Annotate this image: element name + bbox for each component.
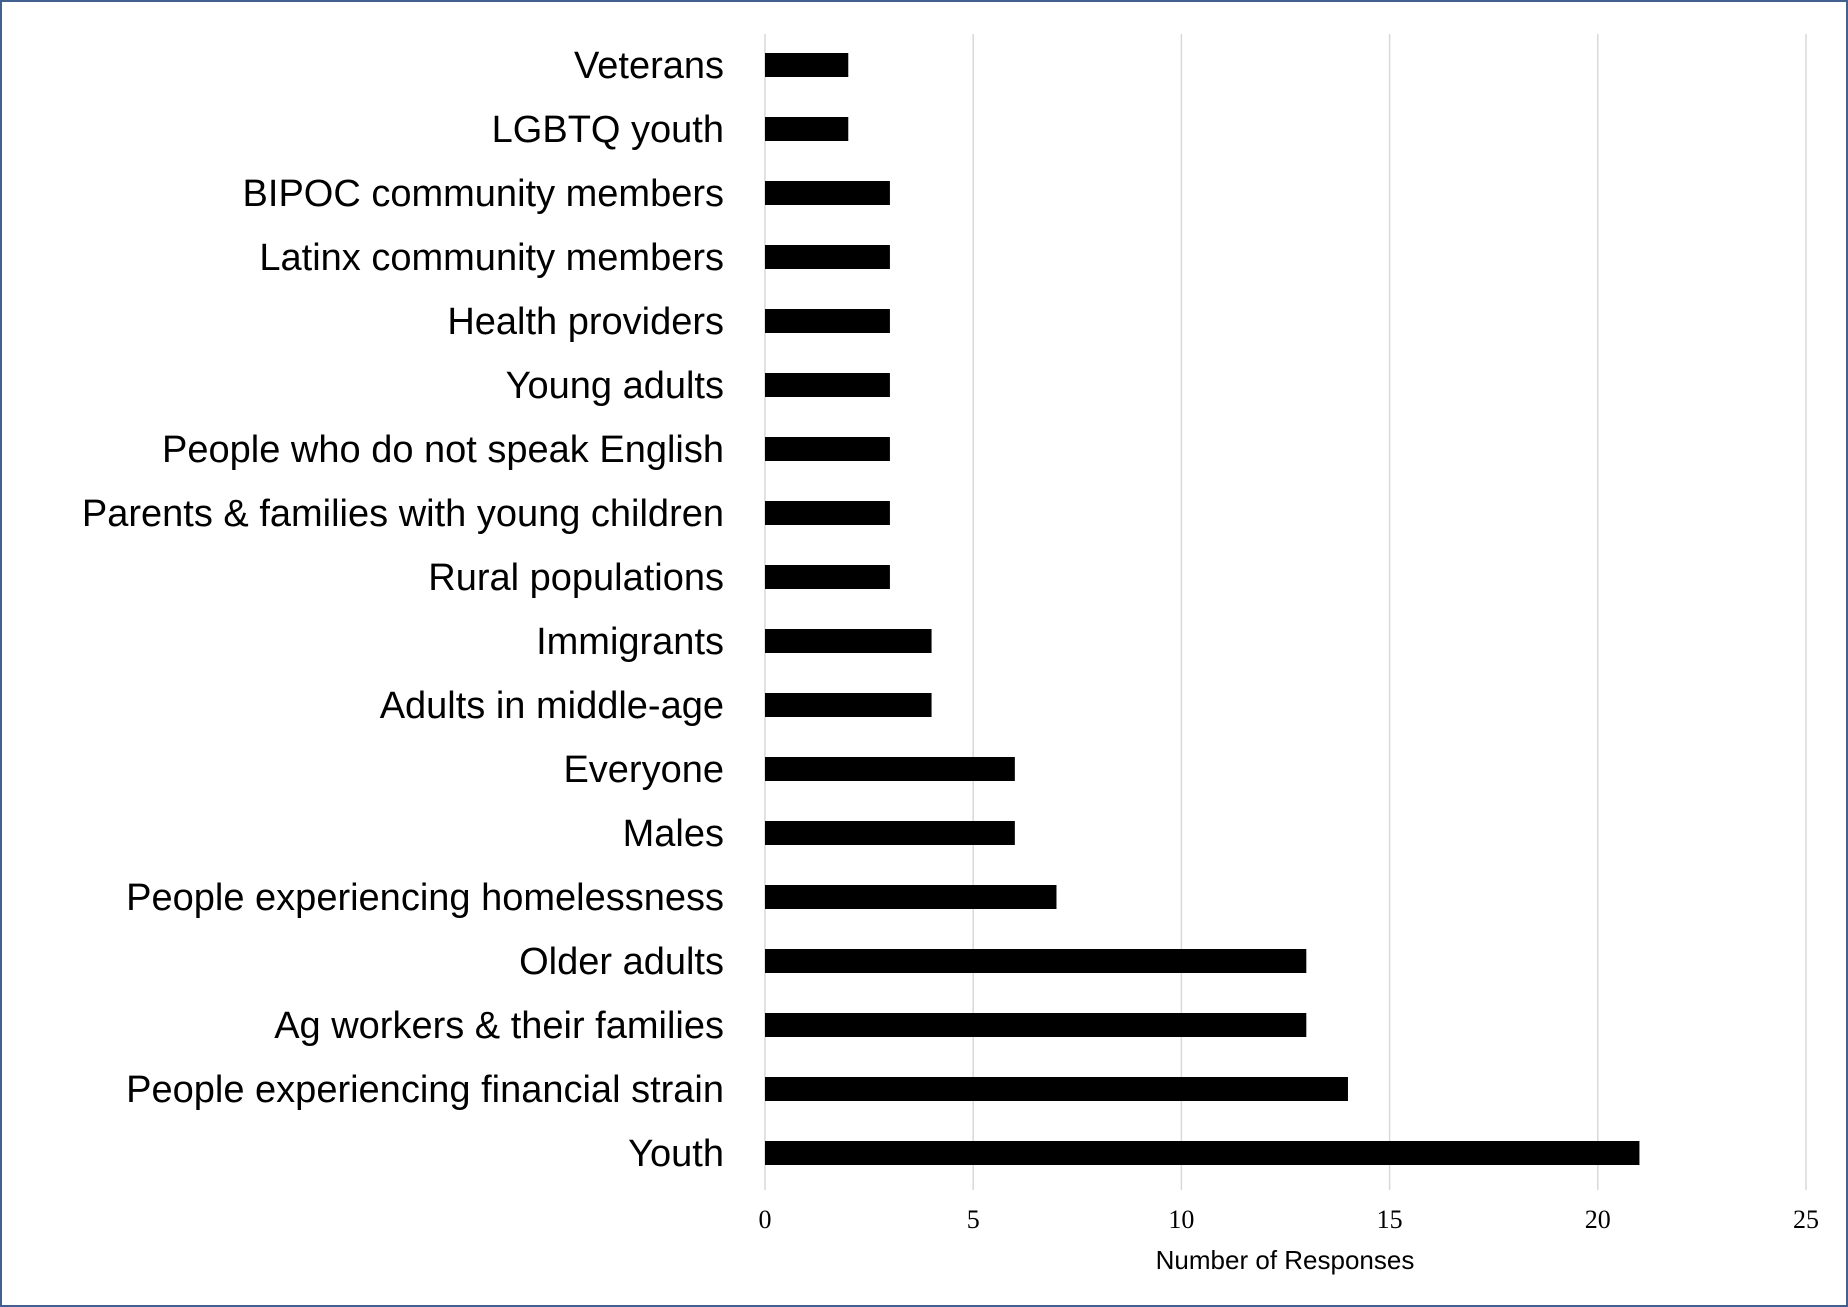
bar [765, 757, 1015, 781]
bar [765, 437, 890, 461]
category-label: Rural populations [428, 557, 724, 599]
x-tick-label: 0 [759, 1205, 772, 1234]
category-label: Older adults [519, 941, 724, 983]
category-label: Ag workers & their families [274, 1005, 724, 1047]
x-tick-label: 15 [1377, 1205, 1403, 1234]
bar [765, 53, 849, 77]
bar [765, 117, 849, 141]
x-tick-labels: 0 5 10 15 20 25 [759, 1205, 1820, 1234]
category-label: People who do not speak English [162, 429, 724, 471]
bar [765, 629, 932, 653]
bar [765, 1077, 1348, 1101]
x-tick-label: 5 [967, 1205, 980, 1234]
category-label: Veterans [574, 45, 724, 87]
x-tick-label: 25 [1793, 1205, 1819, 1234]
bar [765, 885, 1057, 909]
bar [765, 373, 890, 397]
category-label: Males [623, 813, 724, 855]
bar [765, 565, 890, 589]
x-tick-label: 20 [1585, 1205, 1611, 1234]
category-label: BIPOC community members [243, 173, 724, 215]
bar [765, 309, 890, 333]
gridlines [764, 34, 1807, 1190]
category-label: LGBTQ youth [492, 109, 724, 151]
category-label: Youth [628, 1133, 724, 1175]
bar [765, 245, 890, 269]
bars [765, 53, 1640, 1165]
category-label: Latinx community members [259, 237, 724, 279]
x-axis-title: Number of Responses [1156, 1245, 1415, 1275]
category-label: People experiencing financial strain [126, 1069, 724, 1111]
category-label: People experiencing homelessness [126, 877, 724, 919]
bar [765, 181, 890, 205]
x-tick-label: 10 [1168, 1205, 1194, 1234]
category-label: Adults in middle-age [380, 685, 724, 727]
bar [765, 501, 890, 525]
bar [765, 693, 932, 717]
category-label: Health providers [447, 301, 724, 343]
category-label: Immigrants [536, 621, 724, 663]
bar [765, 821, 1015, 845]
category-label: Young adults [506, 365, 724, 407]
category-label: Parents & families with young children [82, 493, 724, 535]
category-label: Everyone [563, 749, 724, 791]
bar [765, 1141, 1640, 1165]
bar [765, 1013, 1307, 1037]
bar [765, 949, 1307, 973]
category-labels: Veterans LGBTQ youth BIPOC community membe… [82, 45, 724, 1175]
